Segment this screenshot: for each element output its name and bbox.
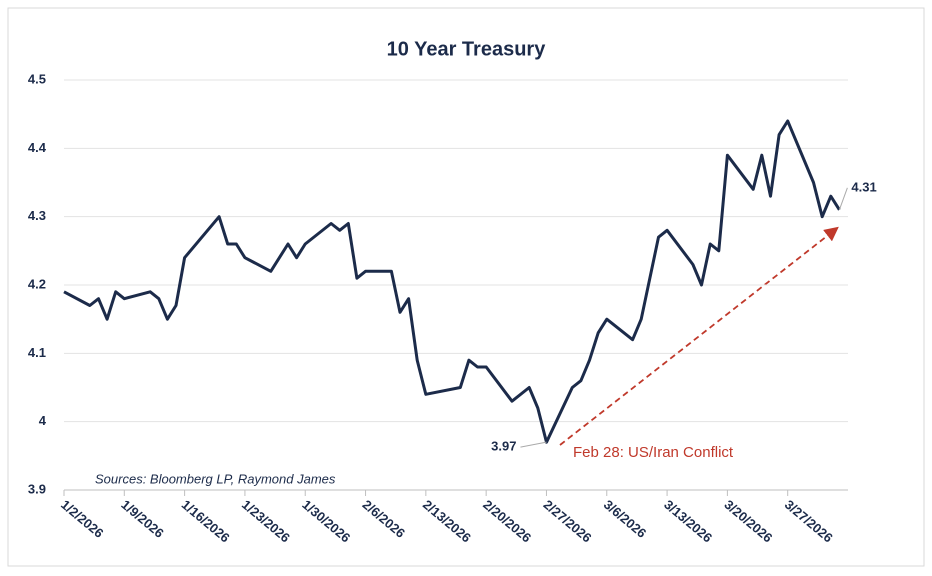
y-tick-label: 3.9 [28,481,46,496]
frame [7,7,925,567]
annotation-text: Feb 28: US/Iran Conflict [573,444,734,461]
y-tick-label: 4.3 [28,208,46,223]
data-label: 4.31 [851,179,876,194]
series-line [63,119,841,444]
y-tick-label: 4.2 [28,276,46,291]
label-leader [520,441,547,448]
data-label: 3.97 [491,439,516,454]
label-leader [838,187,848,211]
y-tick-label: 4.4 [28,140,47,155]
annotation-arrow [559,226,839,446]
y-tick-label: 4.1 [28,345,46,360]
source-note: Sources: Bloomberg LP, Raymond James [95,471,336,486]
y-tick-label: 4.5 [28,71,46,86]
y-tick-label: 4 [39,413,47,428]
chart-title: 10 Year Treasury [387,38,547,60]
